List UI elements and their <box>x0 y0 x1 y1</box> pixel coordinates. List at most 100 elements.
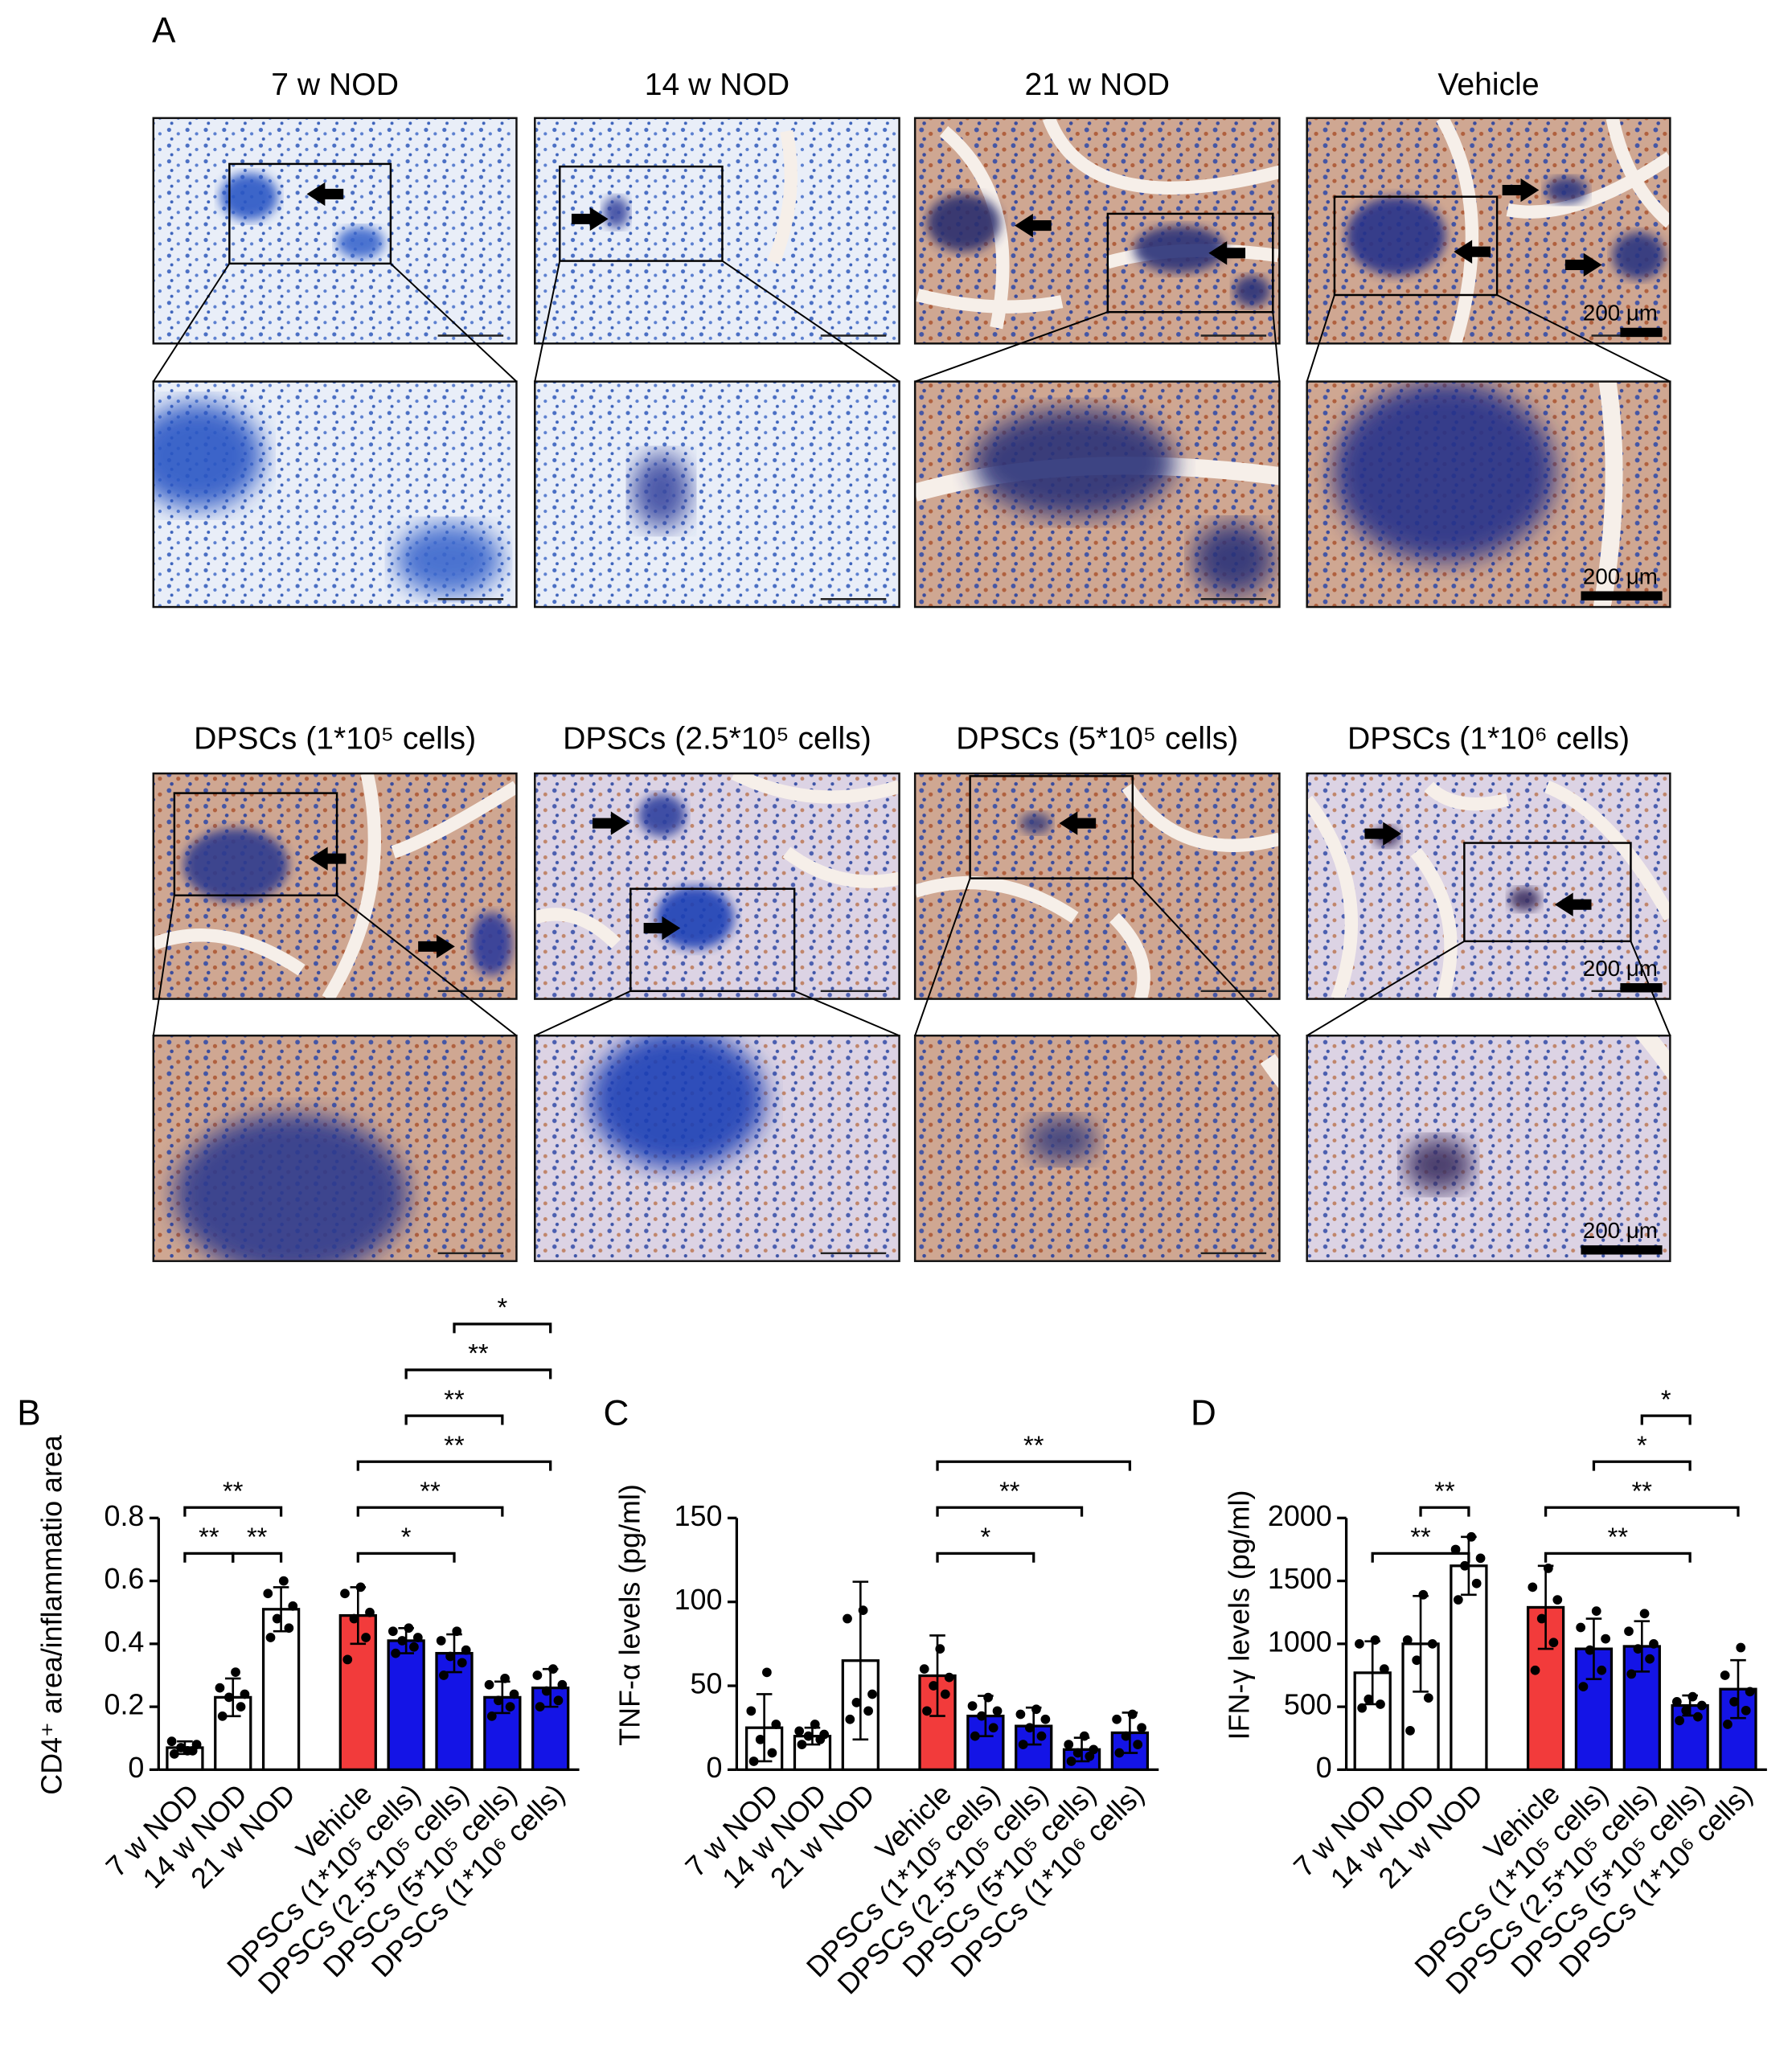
scale-bar-label: 200 μm <box>1583 301 1658 326</box>
arrow <box>1015 213 1052 238</box>
inset-box <box>173 792 338 897</box>
frame <box>1306 380 1671 609</box>
data-point <box>983 1692 993 1703</box>
micrograph <box>534 117 900 345</box>
frame <box>534 772 900 1000</box>
data-point <box>1578 1682 1589 1691</box>
data-point <box>1450 1544 1461 1555</box>
data-point <box>1066 1757 1076 1766</box>
significance-bracket <box>936 1506 1084 1517</box>
micrograph-title: 7 w NOD <box>271 68 399 102</box>
lumen <box>1424 781 1510 811</box>
zoom-connector <box>390 263 518 383</box>
micrograph-content <box>535 773 900 999</box>
data-point <box>755 1734 765 1744</box>
data-point <box>1591 1606 1601 1617</box>
frame <box>1306 772 1671 1000</box>
inset-box <box>1106 212 1274 314</box>
zoom-connector <box>1132 877 1281 1036</box>
zoom-connector <box>152 263 231 383</box>
y-tick-label: 0 <box>128 1752 144 1784</box>
lumen <box>1506 152 1671 219</box>
data-point <box>365 1607 375 1617</box>
scale-bar <box>1620 983 1663 993</box>
data-point <box>541 1686 552 1696</box>
micrograph <box>152 772 518 1000</box>
zoom-connector <box>1496 294 1671 383</box>
data-point <box>494 1695 503 1706</box>
data-point <box>1544 1564 1553 1573</box>
significance-bracket <box>356 1460 552 1471</box>
frame <box>1306 1035 1671 1262</box>
lumen <box>391 781 517 859</box>
significance-bracket <box>356 1506 504 1517</box>
frame <box>534 1035 900 1262</box>
data-point <box>500 1674 510 1683</box>
arrow <box>571 207 609 232</box>
data-point <box>388 1626 398 1637</box>
micrograph-content <box>535 1035 900 1261</box>
data-point <box>1380 1664 1389 1675</box>
data-point <box>1745 1687 1755 1697</box>
data-point <box>1675 1716 1684 1726</box>
data-point <box>215 1683 225 1693</box>
data-point <box>1072 1748 1083 1758</box>
data-point <box>944 1672 954 1683</box>
significance-label: ** <box>1608 1522 1629 1552</box>
zoom-transform <box>915 408 1280 596</box>
arrow <box>1364 822 1402 846</box>
scale-bar <box>1581 591 1663 601</box>
significance-label: ** <box>247 1522 268 1552</box>
data-point <box>919 1664 929 1675</box>
micrograph-content <box>535 117 900 344</box>
data-point <box>1427 1638 1437 1649</box>
bar <box>387 1639 425 1772</box>
infiltrate <box>655 886 735 949</box>
zoom-connector <box>1306 294 1335 382</box>
lumen <box>792 1271 1150 1348</box>
frame <box>152 117 518 345</box>
significance-bracket <box>183 1552 235 1563</box>
data-point <box>1405 1725 1415 1736</box>
data-point <box>548 1664 558 1675</box>
lumen <box>1693 291 1792 416</box>
micrograph <box>913 772 1281 1000</box>
data-point <box>532 1670 543 1680</box>
panel-label: C <box>603 1394 629 1433</box>
inset-box <box>969 775 1134 879</box>
micrograph-title: DPSCs (1*10⁵ cells) <box>194 722 476 756</box>
data-point <box>1079 1731 1089 1741</box>
infiltrate <box>1019 813 1052 834</box>
data-point <box>1031 1704 1041 1715</box>
significance-label: * <box>1661 1384 1671 1414</box>
lumen <box>782 846 900 888</box>
lumen <box>1109 912 1150 999</box>
zoom-transform <box>792 1054 1280 1348</box>
data-point <box>457 1658 467 1668</box>
zoom-connector <box>534 260 561 382</box>
y-tick-label: 0.8 <box>105 1500 145 1532</box>
data-point <box>1018 1740 1028 1749</box>
data-point <box>1720 1670 1730 1680</box>
data-point <box>1024 1723 1035 1733</box>
micrograph-content <box>1306 117 1671 344</box>
data-point <box>970 1731 980 1741</box>
lumen <box>1410 847 1458 999</box>
significance-bracket <box>1544 1552 1692 1563</box>
significance-label: * <box>497 1293 507 1322</box>
data-point <box>1723 1720 1733 1729</box>
data-point <box>1548 1638 1559 1648</box>
micrograph-title: Vehicle <box>1437 68 1539 102</box>
infiltrate <box>470 912 513 976</box>
data-point <box>1696 1700 1707 1711</box>
data-point <box>397 1636 408 1646</box>
data-point <box>819 1729 830 1740</box>
data-point <box>166 1736 177 1747</box>
data-point <box>1137 1723 1146 1733</box>
significance-bracket <box>1371 1552 1470 1563</box>
data-point <box>535 1702 545 1711</box>
data-point <box>1015 1709 1026 1720</box>
scale-bar <box>1581 1245 1663 1255</box>
data-point <box>1357 1703 1368 1713</box>
significance-bracket <box>404 1368 552 1379</box>
